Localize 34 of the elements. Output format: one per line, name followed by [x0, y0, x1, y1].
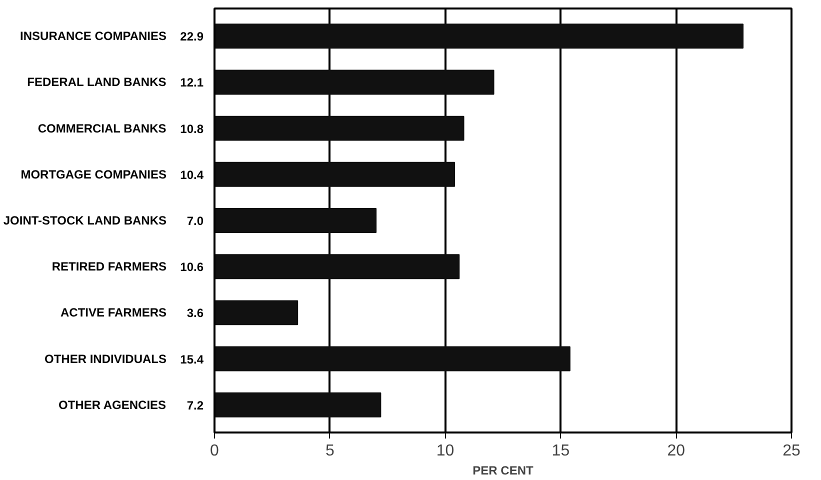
y-tick-label: INSURANCE COMPANIES	[20, 29, 167, 44]
y-tick-label: OTHER INDIVIDUALS	[44, 352, 167, 366]
x-tick-label: 25	[782, 442, 800, 460]
y-tick-label: RETIRED FARMERS	[52, 260, 167, 274]
x-tick-label: 10	[436, 442, 454, 460]
bar	[214, 208, 377, 233]
x-axis-title: PER CENT	[472, 464, 534, 478]
bar	[214, 392, 382, 418]
data-label: 10.8	[180, 122, 204, 136]
bar	[214, 254, 460, 280]
x-tick-label: 20	[667, 442, 686, 460]
y-tick-label: COMMERCIAL BANKS	[38, 121, 166, 136]
y-tick-label: JOINT-STOCK LAND BANKS	[3, 214, 167, 228]
y-tick-label: OTHER AGENCIES	[58, 398, 166, 412]
data-label: 10.6	[180, 260, 204, 274]
data-label: 12.1	[180, 76, 204, 90]
data-label: 15.4	[180, 352, 204, 366]
data-label: 22.9	[180, 30, 204, 44]
y-tick-label: MORTGAGE COMPANIES	[20, 167, 166, 182]
bar	[214, 162, 456, 187]
y-tick-label: FEDERAL LAND BANKS	[27, 75, 166, 90]
data-label: 10.4	[180, 168, 204, 182]
data-label: 7.2	[186, 398, 204, 412]
data-label: 3.6	[186, 306, 204, 320]
x-tick-label: 5	[325, 442, 334, 460]
bar	[214, 346, 570, 372]
x-tick-label: 0	[210, 442, 220, 460]
bar	[214, 24, 744, 49]
y-tick-label: ACTIVE FARMERS	[60, 306, 167, 320]
x-tick-label: 15	[552, 442, 570, 460]
bar	[214, 300, 298, 326]
data-label: 7.0	[186, 214, 204, 228]
bar	[214, 70, 494, 95]
bar	[214, 116, 464, 141]
